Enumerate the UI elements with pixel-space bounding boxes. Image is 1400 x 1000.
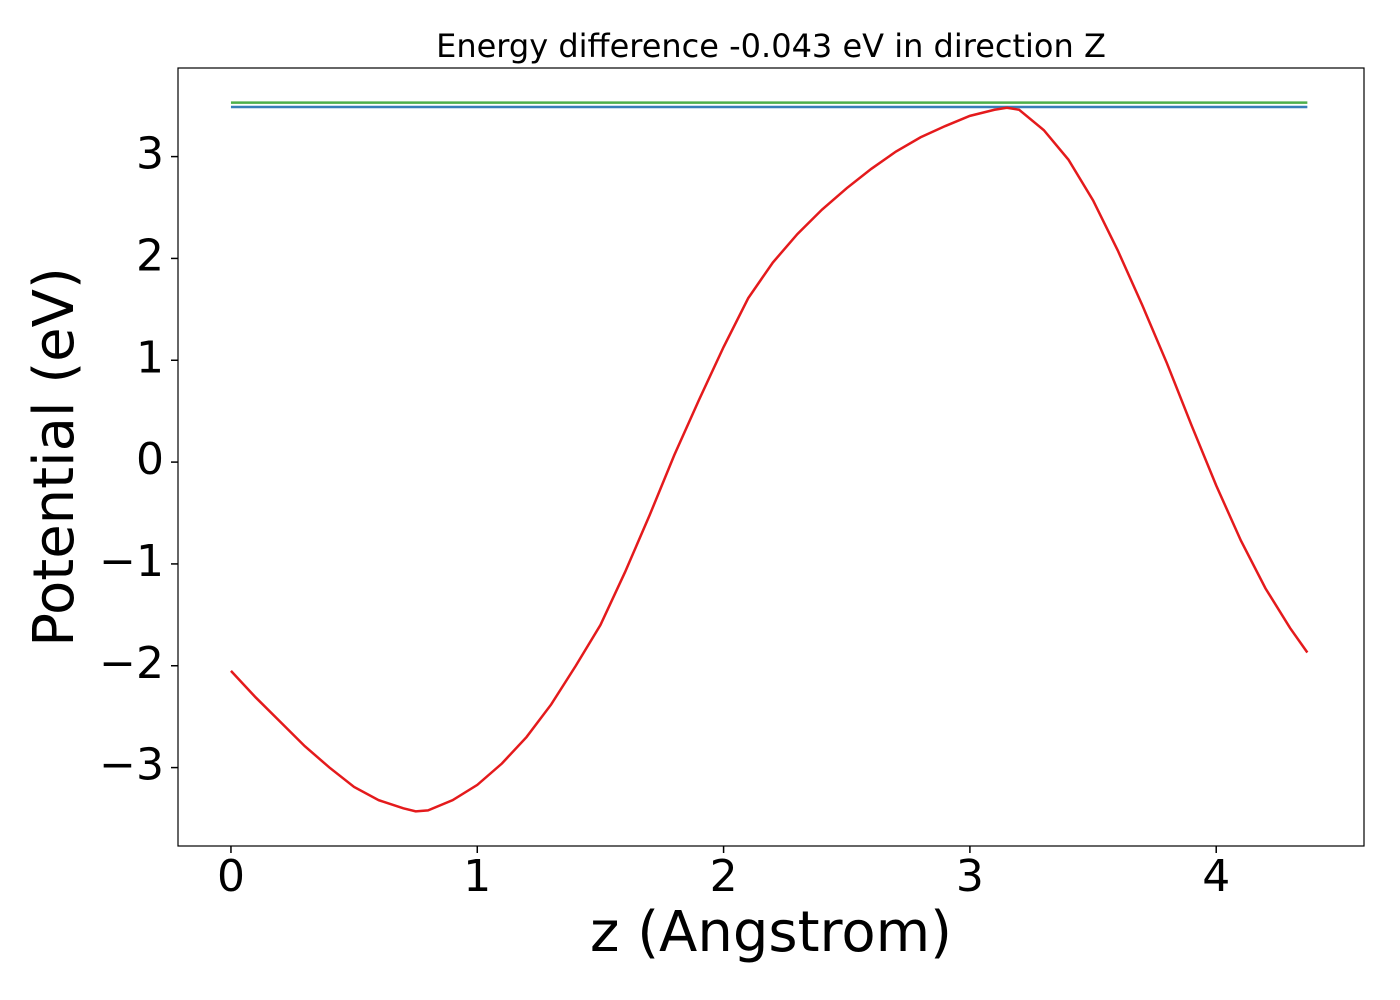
plot-frame	[177, 67, 1365, 847]
x-axis-label: z (Angstrom)	[590, 900, 952, 965]
x-tick-label: 3	[956, 851, 984, 902]
y-tick-label: −3	[99, 740, 164, 791]
x-tick-label: 0	[217, 851, 245, 902]
y-tick-label: 2	[136, 230, 164, 281]
y-tick-label: −1	[99, 536, 164, 587]
y-tick-label: 0	[136, 434, 164, 485]
x-tick-label: 1	[463, 851, 491, 902]
x-tick-label: 4	[1202, 851, 1230, 902]
y-tick-label: 1	[136, 332, 164, 383]
y-tick-label: 3	[136, 129, 164, 180]
line-series	[230, 106, 1309, 813]
y-axis-label: Potential (eV)	[22, 267, 87, 647]
x-tick-label: 2	[710, 851, 738, 902]
y-tick-label: −2	[99, 638, 164, 689]
chart-title: Energy difference -0.043 eV in direction…	[436, 27, 1106, 65]
